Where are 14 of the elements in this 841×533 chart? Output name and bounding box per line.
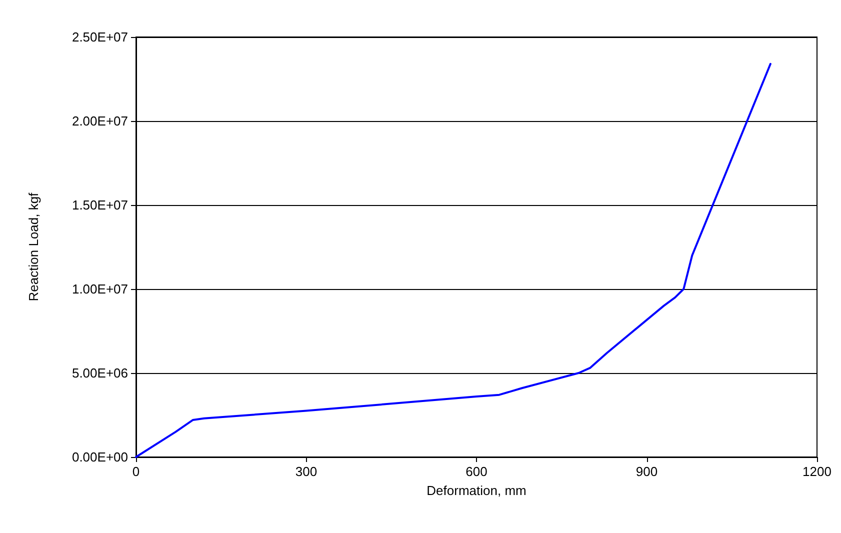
x-tick-label: 300 (295, 464, 318, 479)
y-tick-label: 5.00E+06 (72, 366, 128, 380)
y-tick-label: 1.50E+07 (72, 198, 128, 212)
x-tick-label: 0 (132, 464, 140, 479)
y-tick-label: 0.00E+00 (72, 450, 128, 464)
x-tick-label: 900 (636, 464, 658, 479)
y-axis-title: Reaction Load, kgf (26, 192, 41, 302)
line-series (135, 62, 772, 458)
x-axis-title: Deformation, mm (426, 483, 526, 498)
y-tick-label: 1.00E+07 (72, 282, 128, 296)
y-tick-label: 2.00E+07 (72, 114, 128, 128)
y-tick-label: 2.50E+07 (72, 30, 128, 44)
x-tick-label: 600 (466, 464, 488, 479)
x-tick-label: 1200 (802, 464, 832, 479)
